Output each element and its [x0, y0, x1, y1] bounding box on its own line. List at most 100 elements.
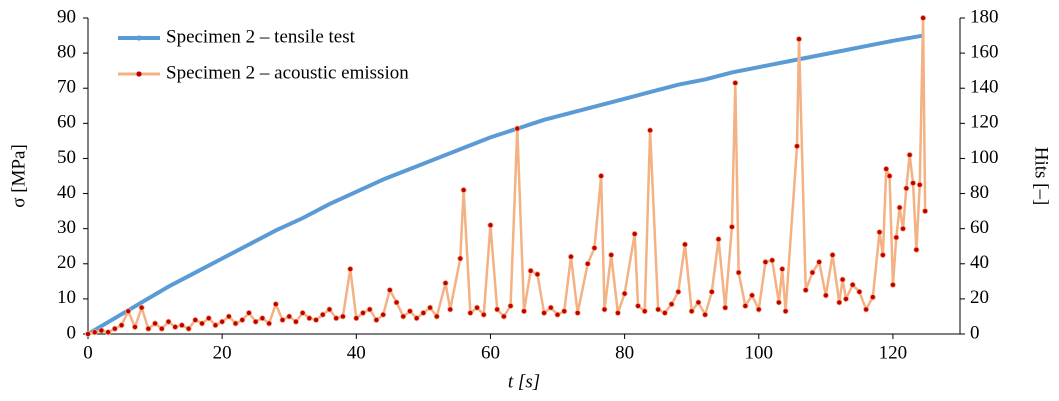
x-axis-label: t [s] — [508, 371, 540, 392]
data-point — [598, 172, 605, 179]
data-point — [152, 320, 159, 327]
data-point — [836, 299, 843, 306]
data-point — [158, 325, 165, 332]
y2-tick-label: 160 — [970, 41, 999, 62]
y2-axis-label: Hits [–] — [1031, 147, 1052, 206]
data-point — [373, 316, 380, 323]
legend-marker — [136, 35, 142, 41]
data-point — [245, 309, 252, 316]
data-point — [521, 308, 528, 315]
data-point — [839, 276, 846, 283]
y2-tick-label: 140 — [970, 77, 999, 98]
data-point — [400, 313, 407, 320]
y2-tick-label: 100 — [970, 147, 999, 168]
data-point — [842, 295, 849, 302]
data-point — [910, 180, 917, 187]
data-point — [893, 234, 900, 241]
data-point — [922, 208, 929, 215]
data-point — [286, 313, 293, 320]
data-point — [883, 165, 890, 172]
data-point — [507, 302, 514, 309]
x-tick-label: 120 — [879, 342, 908, 363]
data-point — [541, 309, 548, 316]
data-point — [614, 309, 621, 316]
data-point — [574, 309, 581, 316]
data-point — [681, 241, 688, 248]
data-point — [111, 325, 118, 332]
data-point — [172, 323, 179, 330]
data-point — [487, 222, 494, 229]
data-point — [920, 14, 927, 21]
data-point — [554, 311, 561, 318]
data-point — [886, 172, 893, 179]
data-point — [635, 302, 642, 309]
data-point — [442, 280, 449, 287]
data-point — [762, 259, 769, 266]
data-point — [816, 259, 823, 266]
data-point — [708, 288, 715, 295]
data-point — [474, 304, 481, 311]
data-point — [205, 315, 212, 322]
x-tick-label: 60 — [481, 342, 500, 363]
data-point — [192, 316, 199, 323]
y-tick-label: 90 — [57, 6, 76, 27]
data-point — [447, 306, 454, 313]
data-point — [272, 301, 279, 308]
data-point — [339, 313, 346, 320]
data-point — [85, 330, 92, 337]
data-point — [457, 255, 464, 262]
data-point — [534, 271, 541, 278]
data-point — [494, 306, 501, 313]
data-point — [212, 322, 219, 329]
y2-tick-label: 40 — [970, 252, 989, 273]
data-point — [668, 301, 675, 308]
data-point — [98, 327, 105, 334]
data-point — [165, 318, 172, 325]
data-point — [688, 308, 695, 315]
data-point — [896, 204, 903, 211]
x-tick-label: 40 — [347, 342, 366, 363]
data-point — [661, 309, 668, 316]
data-point — [306, 315, 313, 322]
data-point — [742, 302, 749, 309]
data-point — [219, 318, 226, 325]
data-point — [225, 313, 232, 320]
y-tick-label: 0 — [67, 322, 77, 343]
data-point — [591, 244, 598, 251]
data-point — [829, 251, 836, 258]
data-point — [460, 187, 467, 194]
x-tick-label: 100 — [745, 342, 774, 363]
data-point — [641, 308, 648, 315]
data-point — [145, 325, 152, 332]
data-point — [527, 267, 534, 274]
data-point — [514, 125, 521, 132]
data-point — [125, 308, 132, 315]
data-point — [647, 127, 654, 134]
y-tick-label: 30 — [57, 217, 76, 238]
data-point — [655, 306, 662, 313]
data-point — [433, 313, 440, 320]
data-point — [749, 292, 756, 299]
data-point — [326, 306, 333, 313]
data-point — [903, 185, 910, 192]
data-point — [856, 288, 863, 295]
data-point — [809, 269, 816, 276]
y2-tick-label: 80 — [970, 182, 989, 203]
data-point — [822, 292, 829, 299]
y-tick-label: 80 — [57, 41, 76, 62]
data-point — [913, 246, 920, 253]
data-point — [467, 309, 474, 316]
y2-tick-label: 180 — [970, 6, 999, 27]
data-point — [584, 260, 591, 267]
y-tick-label: 10 — [57, 287, 76, 308]
data-point — [631, 230, 638, 237]
data-point — [675, 288, 682, 295]
data-point — [863, 306, 870, 313]
data-point — [567, 253, 574, 260]
data-point — [91, 329, 98, 336]
x-tick-label: 0 — [83, 342, 93, 363]
data-point — [292, 318, 299, 325]
data-point — [178, 322, 185, 329]
y-axis-label: σ [MPa] — [8, 144, 29, 208]
